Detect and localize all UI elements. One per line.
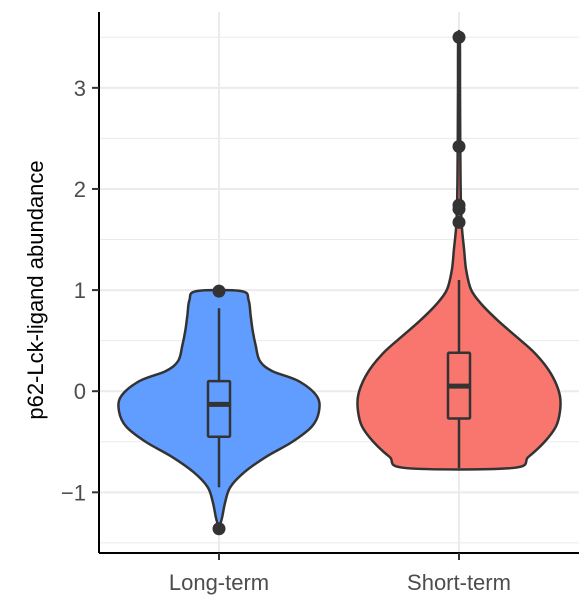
axes (98, 12, 579, 554)
outlier-point-short-term (452, 215, 466, 229)
outlier-point-long-term (212, 284, 226, 298)
outlier-point-short-term (452, 202, 466, 216)
outlier-point-short-term (452, 139, 466, 153)
y-axis-title: p62-Lck-ligand abundance (23, 160, 48, 419)
outlier-point-long-term (212, 522, 226, 536)
violins (117, 29, 562, 536)
y-tick-label: 3 (74, 76, 86, 101)
y-tick-label: 1 (74, 278, 86, 303)
outlier-point-short-term (452, 30, 466, 44)
y-tick-label: 0 (74, 379, 86, 404)
y-ticks: −1 0 1 2 3 (61, 76, 99, 505)
x-tick-label: Short-term (407, 570, 511, 595)
x-tick-label: Long-term (169, 570, 269, 595)
y-tick-label: 2 (74, 177, 86, 202)
box-long-term (206, 379, 232, 438)
grid (99, 12, 579, 553)
x-ticks: Long-term Short-term (169, 553, 511, 595)
y-tick-label: −1 (61, 480, 86, 505)
